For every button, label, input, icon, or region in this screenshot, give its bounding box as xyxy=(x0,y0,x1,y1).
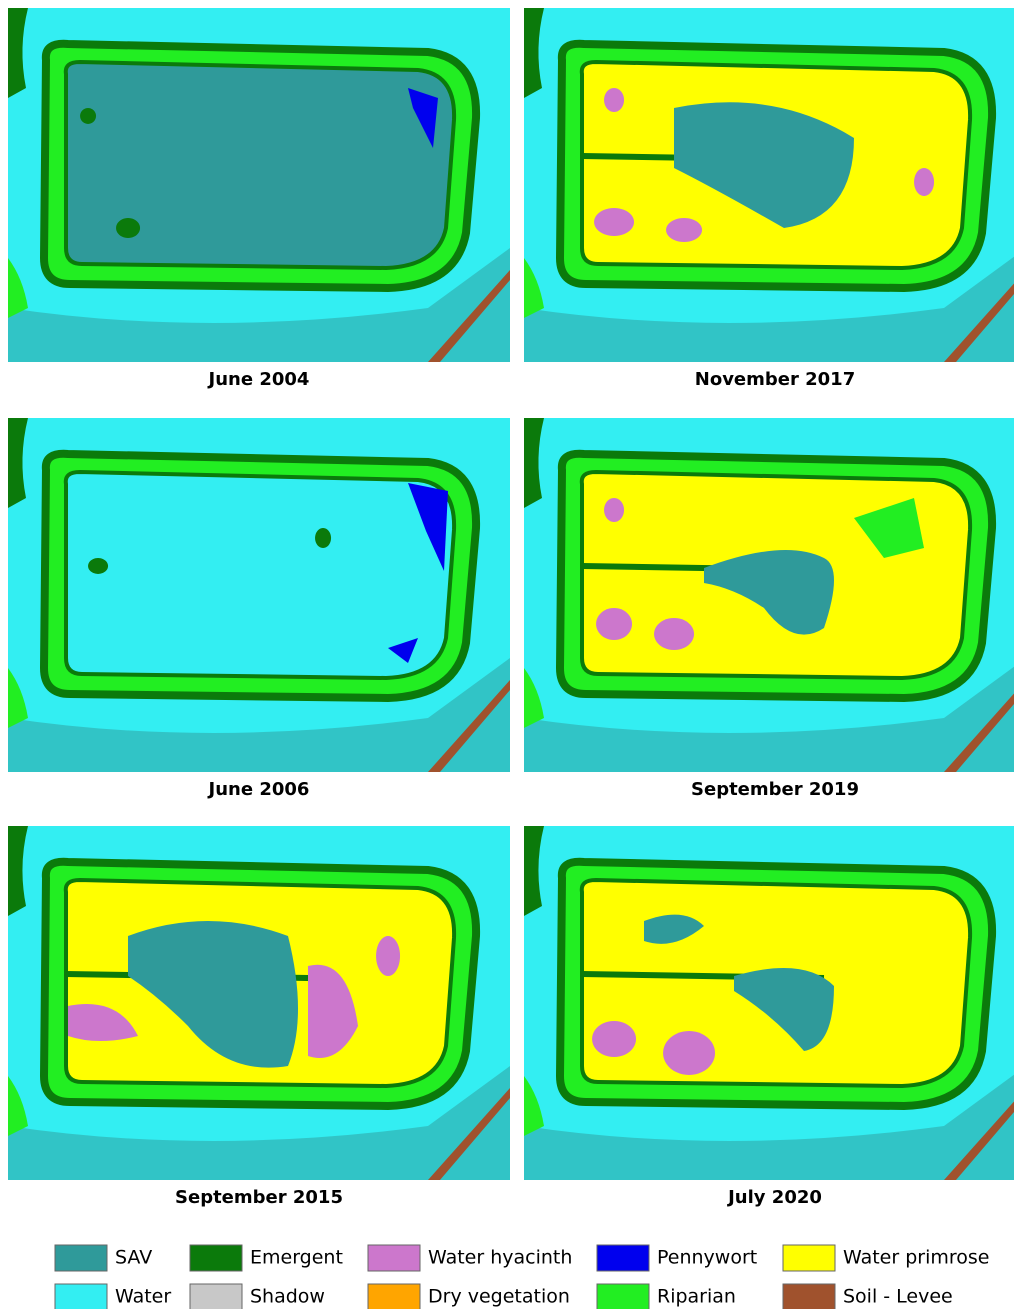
figure: June 2004 November 2017 June 2006 September… xyxy=(0,0,1014,1309)
legend-label: SAV xyxy=(115,1247,152,1269)
map-panel xyxy=(524,8,1014,362)
legend-swatch xyxy=(55,1245,107,1271)
legend-swatch xyxy=(368,1245,420,1271)
legend-swatch xyxy=(55,1284,107,1309)
legend-swatch xyxy=(368,1284,420,1309)
map-panel xyxy=(524,826,1014,1180)
legend-label: Emergent xyxy=(250,1247,343,1269)
class-patch xyxy=(376,936,400,976)
class-patch xyxy=(596,608,632,640)
class-patch xyxy=(88,558,108,574)
legend-swatch xyxy=(783,1245,835,1271)
legend-label: Water primrose xyxy=(843,1247,989,1269)
panel-caption: July 2020 xyxy=(726,1187,822,1208)
legend-label: Pennywort xyxy=(657,1247,757,1269)
class-patch xyxy=(666,218,702,242)
panel-caption: November 2017 xyxy=(695,369,855,390)
class-patch xyxy=(654,618,694,650)
class-patch xyxy=(116,218,140,238)
legend-label: Soil - Levee xyxy=(843,1286,953,1308)
legend-swatch xyxy=(190,1245,242,1271)
class-patch xyxy=(315,528,331,548)
map-panel xyxy=(8,826,510,1180)
class-patch xyxy=(594,208,634,236)
class-patch xyxy=(663,1031,715,1075)
legend-swatch xyxy=(597,1284,649,1309)
legend-label: Water hyacinth xyxy=(428,1247,572,1269)
class-patch xyxy=(914,168,934,196)
map-panel xyxy=(8,418,510,772)
legend-swatch xyxy=(597,1245,649,1271)
panel-caption: June 2004 xyxy=(207,369,310,390)
legend-label: Shadow xyxy=(250,1286,325,1308)
panel-caption: September 2015 xyxy=(175,1187,343,1208)
panel-caption: June 2006 xyxy=(207,779,310,800)
class-patch xyxy=(604,498,624,522)
legend-swatch xyxy=(783,1284,835,1309)
map-panel xyxy=(524,418,1014,772)
class-patch xyxy=(604,88,624,112)
legend-label: Water xyxy=(115,1286,171,1308)
legend-swatch xyxy=(190,1284,242,1309)
class-patch xyxy=(80,108,96,124)
legend-label: Dry vegetation xyxy=(428,1286,570,1308)
panel-caption: September 2019 xyxy=(691,779,859,800)
class-patch xyxy=(592,1021,636,1057)
map-panel xyxy=(8,8,510,362)
legend-label: Riparian xyxy=(657,1286,736,1308)
